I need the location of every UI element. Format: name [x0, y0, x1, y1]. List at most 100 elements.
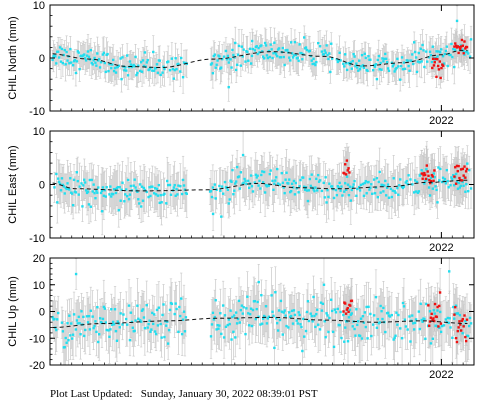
up-data-point [119, 312, 122, 315]
north-data-point [103, 61, 106, 65]
north-data-point [360, 53, 364, 57]
east-data-point [355, 194, 358, 198]
north-data-point [330, 57, 334, 60]
north-data-point [316, 41, 320, 45]
east-data-point [431, 187, 435, 190]
north-data-point [111, 63, 114, 66]
north-data-point [212, 54, 216, 58]
east-data-point [433, 175, 436, 179]
north-data-point [73, 58, 77, 62]
panel-east: -10 0 10 2022 CHIL East (mm) [7, 126, 475, 254]
east-flagged-point [343, 172, 346, 175]
up-data-point [257, 315, 260, 318]
east-data-point [292, 179, 296, 183]
east-data-point [442, 179, 446, 183]
up-data-point [288, 311, 291, 314]
north-data-point [133, 65, 136, 68]
east-data-point [344, 188, 348, 192]
up-data-point [128, 338, 132, 342]
up-data-point [319, 301, 323, 304]
east-data-point [179, 184, 182, 188]
north-data-point [139, 61, 143, 64]
east-data-point [120, 188, 123, 191]
north-data-point [348, 63, 352, 66]
up-data-point [107, 329, 110, 332]
up-data-point [264, 305, 268, 308]
up-data-point [104, 321, 107, 324]
north-data-point [117, 64, 120, 68]
up-data-point [272, 314, 275, 318]
north-data-point [383, 57, 386, 61]
east-data-point [100, 189, 104, 193]
east-data-point [243, 177, 246, 181]
north-data-point [239, 64, 243, 67]
east-data-point [377, 180, 380, 184]
east-data-point [381, 183, 384, 187]
east-data-point [173, 183, 176, 187]
north-data-point [364, 56, 367, 60]
up-data-point [180, 297, 183, 300]
north-data-point [213, 53, 216, 56]
up-data-point [179, 314, 182, 318]
east-data-point [325, 201, 328, 204]
east-data-point [172, 186, 175, 189]
north-data-point [362, 66, 366, 69]
north-data-point [66, 59, 69, 62]
up-data-point [82, 315, 85, 319]
east-data-point [227, 202, 230, 205]
north-data-point [225, 58, 229, 61]
up-data-point [86, 321, 90, 324]
up-data-point [273, 346, 276, 350]
east-data-point [152, 192, 156, 195]
up-data-point [306, 300, 310, 303]
east-data-point [57, 177, 60, 180]
east-data-point [125, 188, 128, 191]
east-data-point [466, 162, 469, 165]
east-data-point [251, 190, 255, 193]
east-data-point [389, 187, 393, 191]
up-data-point [313, 314, 316, 318]
north-data-point [135, 73, 138, 77]
up-data-point [178, 305, 181, 309]
east-data-point [339, 189, 342, 192]
east-data-point [297, 191, 300, 194]
east-data-layer [52, 131, 473, 236]
east-data-point [348, 185, 352, 188]
up-data-point [177, 330, 180, 334]
east-data-point [444, 182, 448, 185]
east-data-point [147, 195, 150, 199]
up-data-point [248, 312, 252, 316]
north-flagged-point [434, 57, 437, 61]
east-data-point [365, 192, 368, 195]
up-data-point [215, 328, 218, 331]
up-data-point [83, 334, 86, 338]
north-data-point [322, 53, 325, 56]
east-data-point [394, 191, 397, 194]
north-data-point [98, 57, 101, 61]
east-data-point [382, 190, 385, 193]
up-data-point [219, 312, 222, 315]
up-data-point [175, 307, 178, 311]
north-data-point [350, 67, 353, 70]
east-flagged-point [424, 177, 428, 181]
east-data-point [438, 179, 441, 182]
east-flagged-point [344, 163, 347, 166]
north-flagged-point [460, 38, 464, 42]
up-data-point [244, 332, 247, 336]
east-data-point [391, 189, 394, 192]
north-data-point [338, 51, 341, 54]
north-data-point [273, 41, 276, 44]
north-flagged-point [431, 57, 435, 61]
north-data-point [180, 56, 183, 60]
up-data-point [133, 329, 136, 333]
east-data-point [299, 178, 302, 182]
east-data-point [81, 205, 84, 208]
north-flagged-point [461, 44, 465, 47]
east-data-point [437, 166, 440, 169]
up-data-point [140, 309, 144, 312]
north-data-point [326, 53, 329, 57]
north-data-point [315, 60, 318, 64]
up-data-point [280, 310, 284, 313]
east-data-point [332, 196, 336, 200]
north-data-point [361, 64, 365, 67]
